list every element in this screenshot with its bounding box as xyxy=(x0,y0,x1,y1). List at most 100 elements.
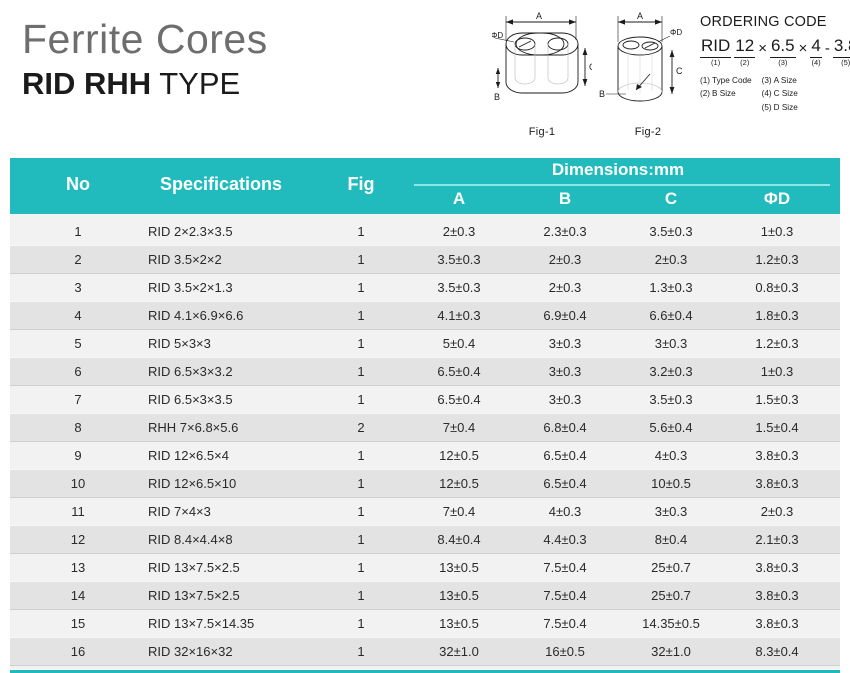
row-cell-b: 7.5±0.4 xyxy=(543,560,587,575)
table-row: 12 RID 8.4×4.4×8 1 8.4±0.4 4.4±0.3 8±0.4 2.1±0… xyxy=(10,525,840,554)
ordering-seg-5: 3.8 (5) xyxy=(832,36,850,67)
row-cell-b: 6.5±0.4 xyxy=(543,448,587,463)
legend-item-text: A Size xyxy=(773,76,797,86)
row-cell-b: 4.4±0.3 xyxy=(543,532,587,547)
row-cell-a: 12±0.5 xyxy=(439,476,479,491)
page-title: Ferrite Cores xyxy=(22,16,268,62)
row-cell-fig: 1 xyxy=(357,364,365,379)
ordering-seg-3-value: 6.5 xyxy=(769,36,796,58)
row-cell-a: 6.5±0.4 xyxy=(437,364,481,379)
table-row: 16 RID 32×16×32 1 32±1.0 16±0.5 32±1.0 8.3±0.4 xyxy=(10,637,840,666)
column-header-fig: Fig xyxy=(347,174,375,194)
row-cell-phid: 3.8±0.3 xyxy=(755,448,799,463)
row-cell-fig: 1 xyxy=(357,504,365,519)
row-cell-specification: RID 13×7.5×2.5 xyxy=(148,588,240,603)
row-cell-a: 3.5±0.3 xyxy=(437,280,481,295)
table-row: 8 RHH 7×6.8×5.6 2 7±0.4 6.8±0.4 5.6±0.4 1.5±0.… xyxy=(10,413,840,442)
row-cell-a: 13±0.5 xyxy=(439,588,479,603)
fig2-drawing: A C B ΦD xyxy=(599,11,683,102)
ordering-legend-right: (3) A Size (4) C Size (5) D Size xyxy=(762,74,798,114)
table-row: 2 RID 3.5×2×2 1 3.5±0.3 2±0.3 2±0.3 1.2±0.3 xyxy=(10,245,840,274)
row-cell-b: 6.8±0.4 xyxy=(543,420,587,435)
row-cell-a: 2±0.3 xyxy=(442,224,476,239)
row-cell-no: 11 xyxy=(71,504,85,519)
figure-fig2: A C B ΦD Fig-2 xyxy=(598,8,698,140)
row-cell-no: 14 xyxy=(70,588,86,603)
ordering-seg-1-index: (1) xyxy=(711,57,721,67)
row-cell-no: 6 xyxy=(74,364,82,379)
row-cell-fig: 1 xyxy=(357,532,365,547)
row-cell-b: 2±0.3 xyxy=(548,280,582,295)
column-header-b: B xyxy=(558,189,572,208)
row-cell-a: 5±0.4 xyxy=(442,336,476,351)
row-cell-specification: RID 12×6.5×10 xyxy=(148,476,237,491)
table-body: 1 RID 2×2.3×3.5 1 2±0.3 2.3±0.3 3.5±0.3 1±0.3 2… xyxy=(10,214,840,669)
row-cell-b: 3±0.3 xyxy=(548,364,582,379)
ordering-code-line: RID (1) 12 (2) × 6.5 (3) × 4 (4) - 3.8 (… xyxy=(700,36,850,67)
fig1-label-c: C xyxy=(589,62,592,72)
ordering-code-title: ORDERING CODE xyxy=(700,14,827,30)
row-cell-c: 1.3±0.3 xyxy=(649,280,693,295)
subtitle-type-word: TYPE xyxy=(159,66,241,102)
fig2-label-b: B xyxy=(599,89,605,99)
ordering-seg-4: 4 (4) xyxy=(810,36,822,66)
row-cell-fig: 1 xyxy=(357,616,365,631)
fig2-label-a: A xyxy=(637,11,643,21)
fig1-caption: Fig-1 xyxy=(528,126,556,138)
fig1-label-a: A xyxy=(536,11,542,21)
row-cell-c: 3±0.3 xyxy=(654,336,688,351)
row-cell-no: 13 xyxy=(70,560,86,575)
row-cell-fig: 1 xyxy=(357,448,365,463)
row-cell-specification: RID 4.1×6.9×6.6 xyxy=(148,308,244,323)
row-cell-c: 6.6±0.4 xyxy=(649,308,693,323)
ordering-code-block: ORDERING CODE RID (1) 12 (2) × 6.5 (3) ×… xyxy=(700,14,850,114)
row-cell-specification: RID 2×2.3×3.5 xyxy=(148,224,233,239)
ordering-seg-5-value: 3.8 xyxy=(832,36,850,58)
subtitle-type-codes: RID RHH xyxy=(22,66,152,102)
row-cell-c: 4±0.3 xyxy=(654,448,688,463)
row-cell-no: 15 xyxy=(70,616,86,631)
row-cell-phid: 0.8±0.3 xyxy=(755,280,799,295)
row-cell-fig: 1 xyxy=(357,392,365,407)
row-cell-no: 7 xyxy=(74,392,82,407)
row-cell-no: 16 xyxy=(70,644,86,659)
ordering-seg-5-index: (5) xyxy=(841,57,850,67)
row-cell-b: 3±0.3 xyxy=(548,336,582,351)
row-cell-a: 6.5±0.4 xyxy=(437,392,481,407)
fig1-label-b: B xyxy=(494,92,500,102)
row-cell-phid: 2.1±0.3 xyxy=(755,532,799,547)
row-cell-specification: RID 6.5×3×3.2 xyxy=(148,364,233,379)
row-cell-specification: RID 3.5×2×1.3 xyxy=(148,280,233,295)
row-cell-phid: 1±0.3 xyxy=(760,364,794,379)
legend-item: (1) Type Code xyxy=(700,74,752,87)
dimensions-divider xyxy=(414,184,830,186)
row-cell-b: 4±0.3 xyxy=(548,504,582,519)
row-cell-c: 3.2±0.3 xyxy=(649,364,693,379)
row-cell-specification: RID 7×4×3 xyxy=(148,504,211,519)
table-row: 15 RID 13×7.5×14.35 1 13±0.5 7.5±0.4 14.35±0.… xyxy=(10,610,840,637)
row-cell-no: 5 xyxy=(74,336,82,351)
row-cell-phid: 1.2±0.3 xyxy=(755,252,799,267)
row-cell-c: 25±0.7 xyxy=(651,560,691,575)
row-cell-b: 6.5±0.4 xyxy=(543,476,587,491)
row-cell-fig: 1 xyxy=(357,588,365,603)
row-cell-c: 3±0.3 xyxy=(654,504,688,519)
legend-item-text: Type Code xyxy=(712,76,752,86)
row-cell-c: 8±0.4 xyxy=(654,532,688,547)
row-cell-phid: 8.3±0.4 xyxy=(755,644,799,659)
ordering-legend: (1) Type Code (2) B Size (3) A Size (4) C Si… xyxy=(700,74,846,114)
figure-fig1: A C B ΦD Fig-1 xyxy=(492,8,592,140)
table-row: 6 RID 6.5×3×3.2 1 6.5±0.4 3±0.3 3.2±0.3 1±0.3 xyxy=(10,357,840,386)
row-cell-specification: RID 12×6.5×4 xyxy=(148,448,229,463)
row-cell-a: 32±1.0 xyxy=(439,644,479,659)
ordering-seg-2: 12 (2) xyxy=(734,36,756,66)
table-row: 4 RID 4.1×6.9×6.6 1 4.1±0.3 6.9±0.4 6.6±0.4 1.… xyxy=(10,301,840,330)
title-block: Ferrite Cores RID RHH TYPE xyxy=(22,16,268,102)
specifications-table: No Specifications Fig Dimensions:mm A B … xyxy=(10,158,840,673)
column-header-a: A xyxy=(452,189,466,208)
table-row: 7 RID 6.5×3×3.5 1 6.5±0.4 3±0.3 3.5±0.3 1.5±0.… xyxy=(10,386,840,413)
row-cell-b: 6.9±0.4 xyxy=(543,308,587,323)
row-cell-specification: RID 13×7.5×14.35 xyxy=(148,616,255,631)
row-cell-fig: 1 xyxy=(357,308,365,323)
row-cell-fig: 1 xyxy=(357,280,365,295)
